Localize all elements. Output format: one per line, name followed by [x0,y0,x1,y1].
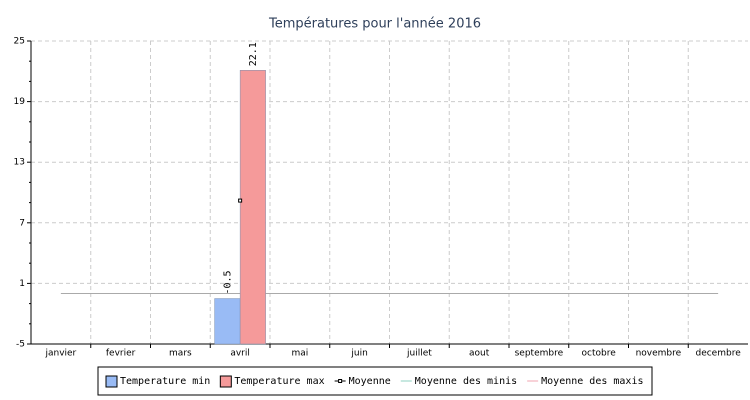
legend-label: Moyenne [349,376,391,387]
x-tick-label: novembre [636,349,682,359]
value-label: 22.1 [248,42,259,66]
x-tick-label: septembre [515,349,564,359]
legend-label: Temperature max [234,376,324,387]
x-tick-label: fevrier [106,349,136,359]
bar [239,70,266,345]
line-point [238,198,243,203]
y-tick-label: 19 [14,97,26,107]
x-tick-label: janvier [44,349,76,359]
legend: Temperature min Temperature max Moyenne Moy… [97,366,653,396]
y-tick-label: 25 [14,37,25,47]
legend-label: Moyenne des minis [415,376,517,387]
y-tick-label: 7 [19,218,25,228]
value-label: -0.5 [222,270,233,294]
legend-box [97,366,653,396]
x-tick-label: juin [350,349,367,359]
bar [214,298,241,345]
x-tick-label: mars [169,349,192,359]
x-tick-label: juillet [406,349,432,359]
legend-label: Temperature min [120,376,210,387]
legend-swatch [105,375,118,388]
x-tick-label: aout [469,349,490,359]
x-tick-label: avril [230,349,250,359]
legend-swatch [338,379,343,383]
x-tick-label: decembre [695,349,741,359]
x-tick-label: octobre [582,349,617,359]
y-tick-label: 1 [19,279,25,289]
y-tick-label: -5 [16,340,25,350]
legend-label: Moyenne des maxis [541,376,643,387]
x-tick-label: mai [291,349,308,359]
y-tick-label: 13 [14,158,25,168]
chart-title: Températures pour l'année 2016 [268,17,481,32]
legend-swatch [219,375,232,388]
